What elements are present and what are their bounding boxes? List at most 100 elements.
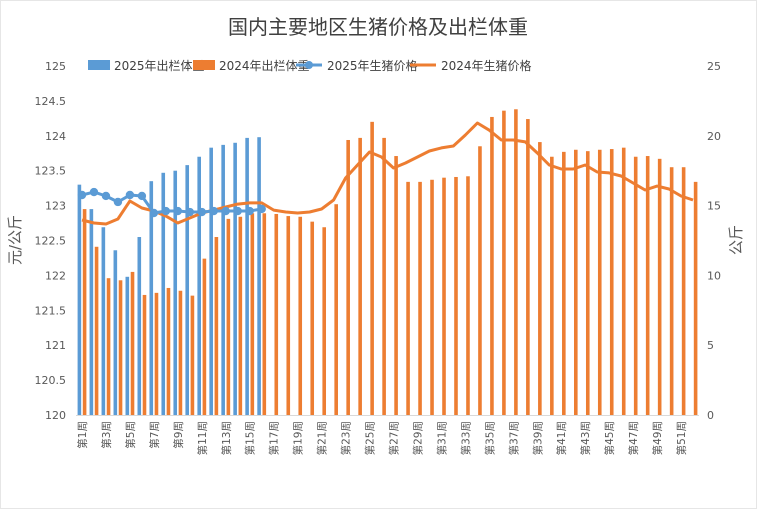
bar-2024-weight — [394, 156, 398, 416]
bar-2024-weight — [442, 177, 446, 415]
bar-2024-weight — [585, 151, 590, 415]
bar-2024-weight — [310, 221, 315, 415]
bar-2024-weight — [669, 167, 674, 415]
legend-label-2024-price: 2024年生猪价格 — [441, 58, 532, 73]
bar-2025-weight — [89, 209, 94, 415]
point-2025-price — [221, 206, 230, 216]
x-tick-label: 第7周 — [148, 421, 161, 449]
x-tick-label: 第27周 — [388, 421, 401, 455]
bar-2024-weight — [250, 213, 255, 415]
bar-2024-weight — [130, 271, 135, 415]
legend: 2025年出栏体重 2024年出栏体重 2025年生猪价格 2024年生猪价格 — [88, 58, 532, 73]
legend-item-2024-price[interactable]: 2024年生猪价格 — [410, 58, 532, 73]
x-tick-label: 第51周 — [675, 421, 688, 455]
bar-2024-weight — [430, 179, 434, 415]
bar-2025-weight — [185, 165, 190, 415]
legend-item-2024-weight[interactable]: 2024年出栏体重 — [193, 58, 310, 73]
x-tick-label: 第15周 — [244, 421, 257, 455]
x-tick-label: 第13周 — [220, 421, 233, 455]
y-tick-left: 120.5 — [35, 374, 67, 387]
bar-2025-weight — [245, 137, 249, 416]
bar-2025-weight — [221, 144, 225, 415]
point-2025-price — [137, 191, 147, 201]
bar-2024-weight — [657, 158, 662, 416]
y-tick-right: 15 — [707, 200, 721, 213]
bar-2024-weight — [346, 139, 350, 415]
bar-2024-weight — [418, 181, 422, 415]
legend-marker-2025-price — [305, 61, 313, 69]
bar-2024-weight — [621, 147, 626, 415]
bar-2024-weight — [118, 280, 123, 415]
x-tick-label: 第25周 — [364, 421, 377, 455]
y-tick-left: 121.5 — [35, 304, 67, 317]
point-2025-price — [89, 187, 99, 197]
point-2025-price — [161, 206, 171, 216]
point-2025-price — [173, 206, 183, 216]
chart-title: 国内主要地区生猪价格及出栏体重 — [228, 15, 528, 39]
bar-2024-weight — [681, 167, 686, 415]
y-axis-left-title: 元/公斤 — [6, 215, 24, 265]
y-tick-left: 120 — [45, 409, 66, 422]
bar-2024-weight — [562, 151, 566, 415]
x-tick-label: 第45周 — [603, 421, 616, 455]
bar-2024-weight — [298, 216, 303, 415]
point-2025-price — [245, 206, 254, 216]
bar-2024-weight — [214, 237, 219, 415]
bar-2024-weight — [142, 294, 147, 415]
point-2025-price — [197, 207, 206, 217]
bar-2024-weight — [466, 176, 470, 415]
bar-2024-weight — [502, 110, 506, 415]
lines-layer — [77, 121, 694, 226]
y-tick-left: 124 — [45, 130, 66, 143]
bar-2024-weight — [154, 292, 159, 415]
bar-2024-weight — [262, 213, 267, 415]
bars-layer — [77, 109, 698, 416]
bar-2024-weight — [166, 287, 171, 415]
x-tick-label: 第43周 — [579, 421, 592, 455]
bar-2025-weight — [257, 137, 261, 416]
bar-2024-weight — [526, 119, 530, 415]
x-tick-label: 第11周 — [196, 421, 209, 455]
legend-swatch-2024-weight — [193, 60, 215, 70]
legend-item-2025-weight[interactable]: 2025年出栏体重 — [88, 58, 205, 73]
bar-2024-weight — [550, 156, 554, 416]
bar-2025-weight — [161, 172, 166, 415]
bar-2024-weight — [693, 181, 698, 415]
point-2025-price — [101, 191, 111, 201]
y-tick-left: 123.5 — [35, 165, 67, 178]
x-tick-label: 第23周 — [340, 421, 353, 455]
bar-2024-weight — [238, 216, 243, 415]
legend-item-2025-price[interactable]: 2025年生猪价格 — [296, 58, 418, 73]
x-tick-label: 第33周 — [459, 421, 472, 455]
y-tick-right: 25 — [707, 60, 721, 73]
bar-2024-weight — [490, 116, 494, 415]
bar-2024-weight — [286, 216, 291, 415]
y-tick-right: 0 — [707, 409, 714, 422]
bar-2024-weight — [106, 278, 111, 415]
x-tick-label: 第29周 — [412, 421, 425, 455]
x-axis: 第1周 第3周 第5周 第7周 第9周 第11周 第13周 第15周 第17周 第19周 第21周第… — [76, 421, 688, 455]
bar-2025-weight — [173, 170, 178, 415]
y-tick-right: 20 — [707, 130, 721, 143]
bar-2025-weight — [125, 276, 130, 415]
x-tick-label: 第21周 — [316, 421, 329, 455]
bar-2025-weight — [149, 181, 154, 415]
bar-2025-weight — [197, 156, 201, 416]
x-tick-label: 第41周 — [555, 421, 568, 455]
y-tick-left: 124.5 — [35, 95, 67, 108]
point-2025-price — [185, 207, 195, 217]
legend-label-2024-weight: 2024年出栏体重 — [219, 58, 310, 73]
bar-2025-weight — [101, 227, 106, 415]
bar-2024-weight — [609, 149, 614, 415]
legend-label-2025-weight: 2025年出栏体重 — [114, 58, 205, 73]
bar-2024-weight — [382, 137, 386, 416]
line-2024-price — [81, 121, 694, 226]
point-2025-price — [257, 204, 266, 214]
y-axis-left: 120 120.5 121 121.5 122 122.5 123 123.5 124 124.5… — [35, 60, 67, 422]
bar-2024-weight — [82, 209, 87, 415]
x-tick-label: 第19周 — [292, 421, 305, 455]
x-tick-label: 第3周 — [100, 421, 113, 449]
